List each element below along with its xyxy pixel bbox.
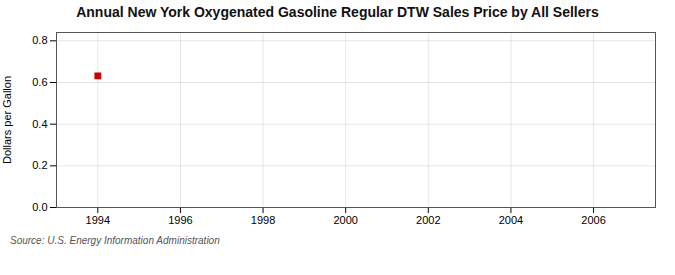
svg-text:0.6: 0.6 [32,76,47,88]
svg-text:Dollars per Gallon: Dollars per Gallon [1,76,13,164]
svg-text:2002: 2002 [416,214,440,226]
svg-text:1994: 1994 [86,214,110,226]
svg-text:0.4: 0.4 [32,118,47,130]
svg-text:0.2: 0.2 [32,159,47,171]
html-text:Source: U.S. Energy Informatio: Source: U.S. Energy Information Administ… [10,235,220,246]
html-text:Annual New York Oxygenated Gas: Annual New York Oxygenated Gasoline Regu… [76,4,599,20]
svg-text:1998: 1998 [251,214,275,226]
svg-text:1996: 1996 [168,214,192,226]
svg-text:2004: 2004 [499,214,523,226]
svg-text:0.0: 0.0 [32,201,47,213]
svg-text:2000: 2000 [333,214,357,226]
svg-text:2006: 2006 [581,214,605,226]
svg-text:0.8: 0.8 [32,34,47,46]
